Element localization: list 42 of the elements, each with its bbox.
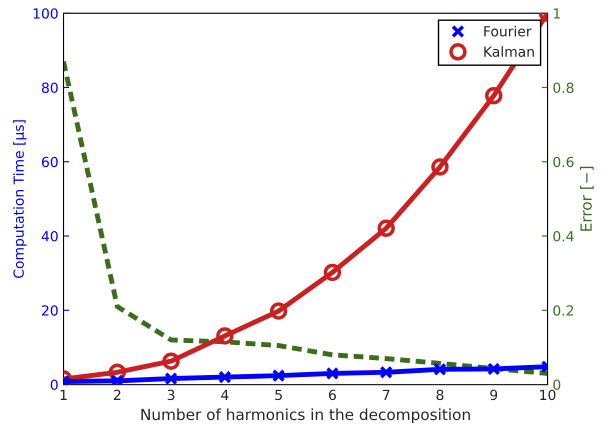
x-tick-label: 10 <box>540 390 556 400</box>
point <box>326 366 340 380</box>
point <box>162 352 180 370</box>
x-tick-label: 1 <box>60 390 67 400</box>
point <box>218 370 232 384</box>
y-axis-title: Computation Time [µs] <box>13 120 27 278</box>
y-tick-label: 60 <box>42 156 58 168</box>
y2-tick-label: 0.8 <box>553 82 574 93</box>
y2-axis-title: Error [−] <box>580 166 594 231</box>
x-tick-label: 4 <box>221 390 228 400</box>
x-tick-label: 2 <box>114 390 120 400</box>
legend-label: Kalman <box>484 46 534 57</box>
x-tick-label: 9 <box>490 390 498 400</box>
point <box>431 158 449 176</box>
point <box>487 362 500 376</box>
point <box>378 220 395 237</box>
x-tick-label: 6 <box>328 390 336 400</box>
x-tick-label: 5 <box>275 390 282 400</box>
point <box>324 264 342 282</box>
point <box>164 372 178 385</box>
point <box>433 362 447 376</box>
x-axis-title: Number of harmonics in the decomposition <box>141 408 470 424</box>
y2-tick-label: 0.2 <box>553 305 574 316</box>
y-tick-label: 0 <box>50 380 58 390</box>
point <box>110 374 124 385</box>
y-tick-label: 100 <box>34 8 58 19</box>
point <box>270 302 288 320</box>
point <box>272 369 286 382</box>
y-tick-label: 40 <box>42 230 58 242</box>
y2-tick-label: 0.4 <box>553 230 574 242</box>
legend-label: Fourier <box>484 26 532 37</box>
x-tick-label: 7 <box>382 390 390 400</box>
x-tick-label: 3 <box>168 390 174 400</box>
point <box>216 327 234 345</box>
y2-tick-label: 1 <box>554 8 560 19</box>
y2-tick-label: 0.6 <box>553 156 574 168</box>
point <box>380 366 393 379</box>
point <box>485 87 502 104</box>
x-tick-label: 8 <box>436 390 444 400</box>
y2-tick-label: 0 <box>553 380 560 390</box>
y-tick-label: 80 <box>42 82 58 93</box>
y-tick-label: 20 <box>42 305 58 316</box>
